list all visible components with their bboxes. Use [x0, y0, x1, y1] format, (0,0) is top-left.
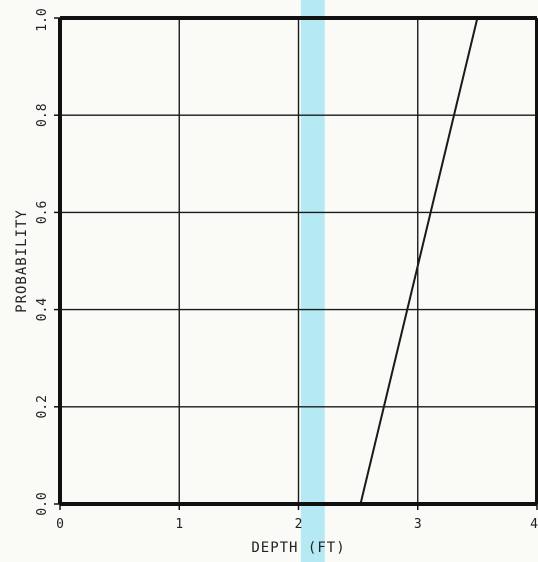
- x-tick-label: 0: [56, 517, 64, 532]
- series-line: [359, 17, 479, 505]
- y-axis-title: PROBABILITY: [14, 209, 30, 313]
- y-tick-label: 0.4: [35, 298, 50, 322]
- x-tick-label: 3: [414, 517, 422, 532]
- y-tick-label: 0.0: [35, 492, 50, 515]
- y-tick-label: 0.2: [35, 395, 50, 418]
- highlight-band-layer: [300, 0, 325, 562]
- x-axis-title: DEPTH (FT): [251, 540, 345, 556]
- y-tick-label: 0.6: [35, 201, 50, 224]
- x-tick-label: 2: [295, 517, 303, 532]
- y-tick-label: 1.0: [35, 8, 50, 31]
- grid-layer: [60, 18, 537, 504]
- x-tick-label: 1: [175, 517, 183, 532]
- x-tick-label: 4: [530, 517, 538, 532]
- highlight-band: [300, 0, 325, 562]
- y-tick-label: 0.8: [35, 103, 50, 126]
- tick-label-layer: 0 1 2 3 4 0.0 0.2 0.4 0.6 0.8 1.0: [35, 8, 538, 532]
- series-layer: [359, 17, 479, 505]
